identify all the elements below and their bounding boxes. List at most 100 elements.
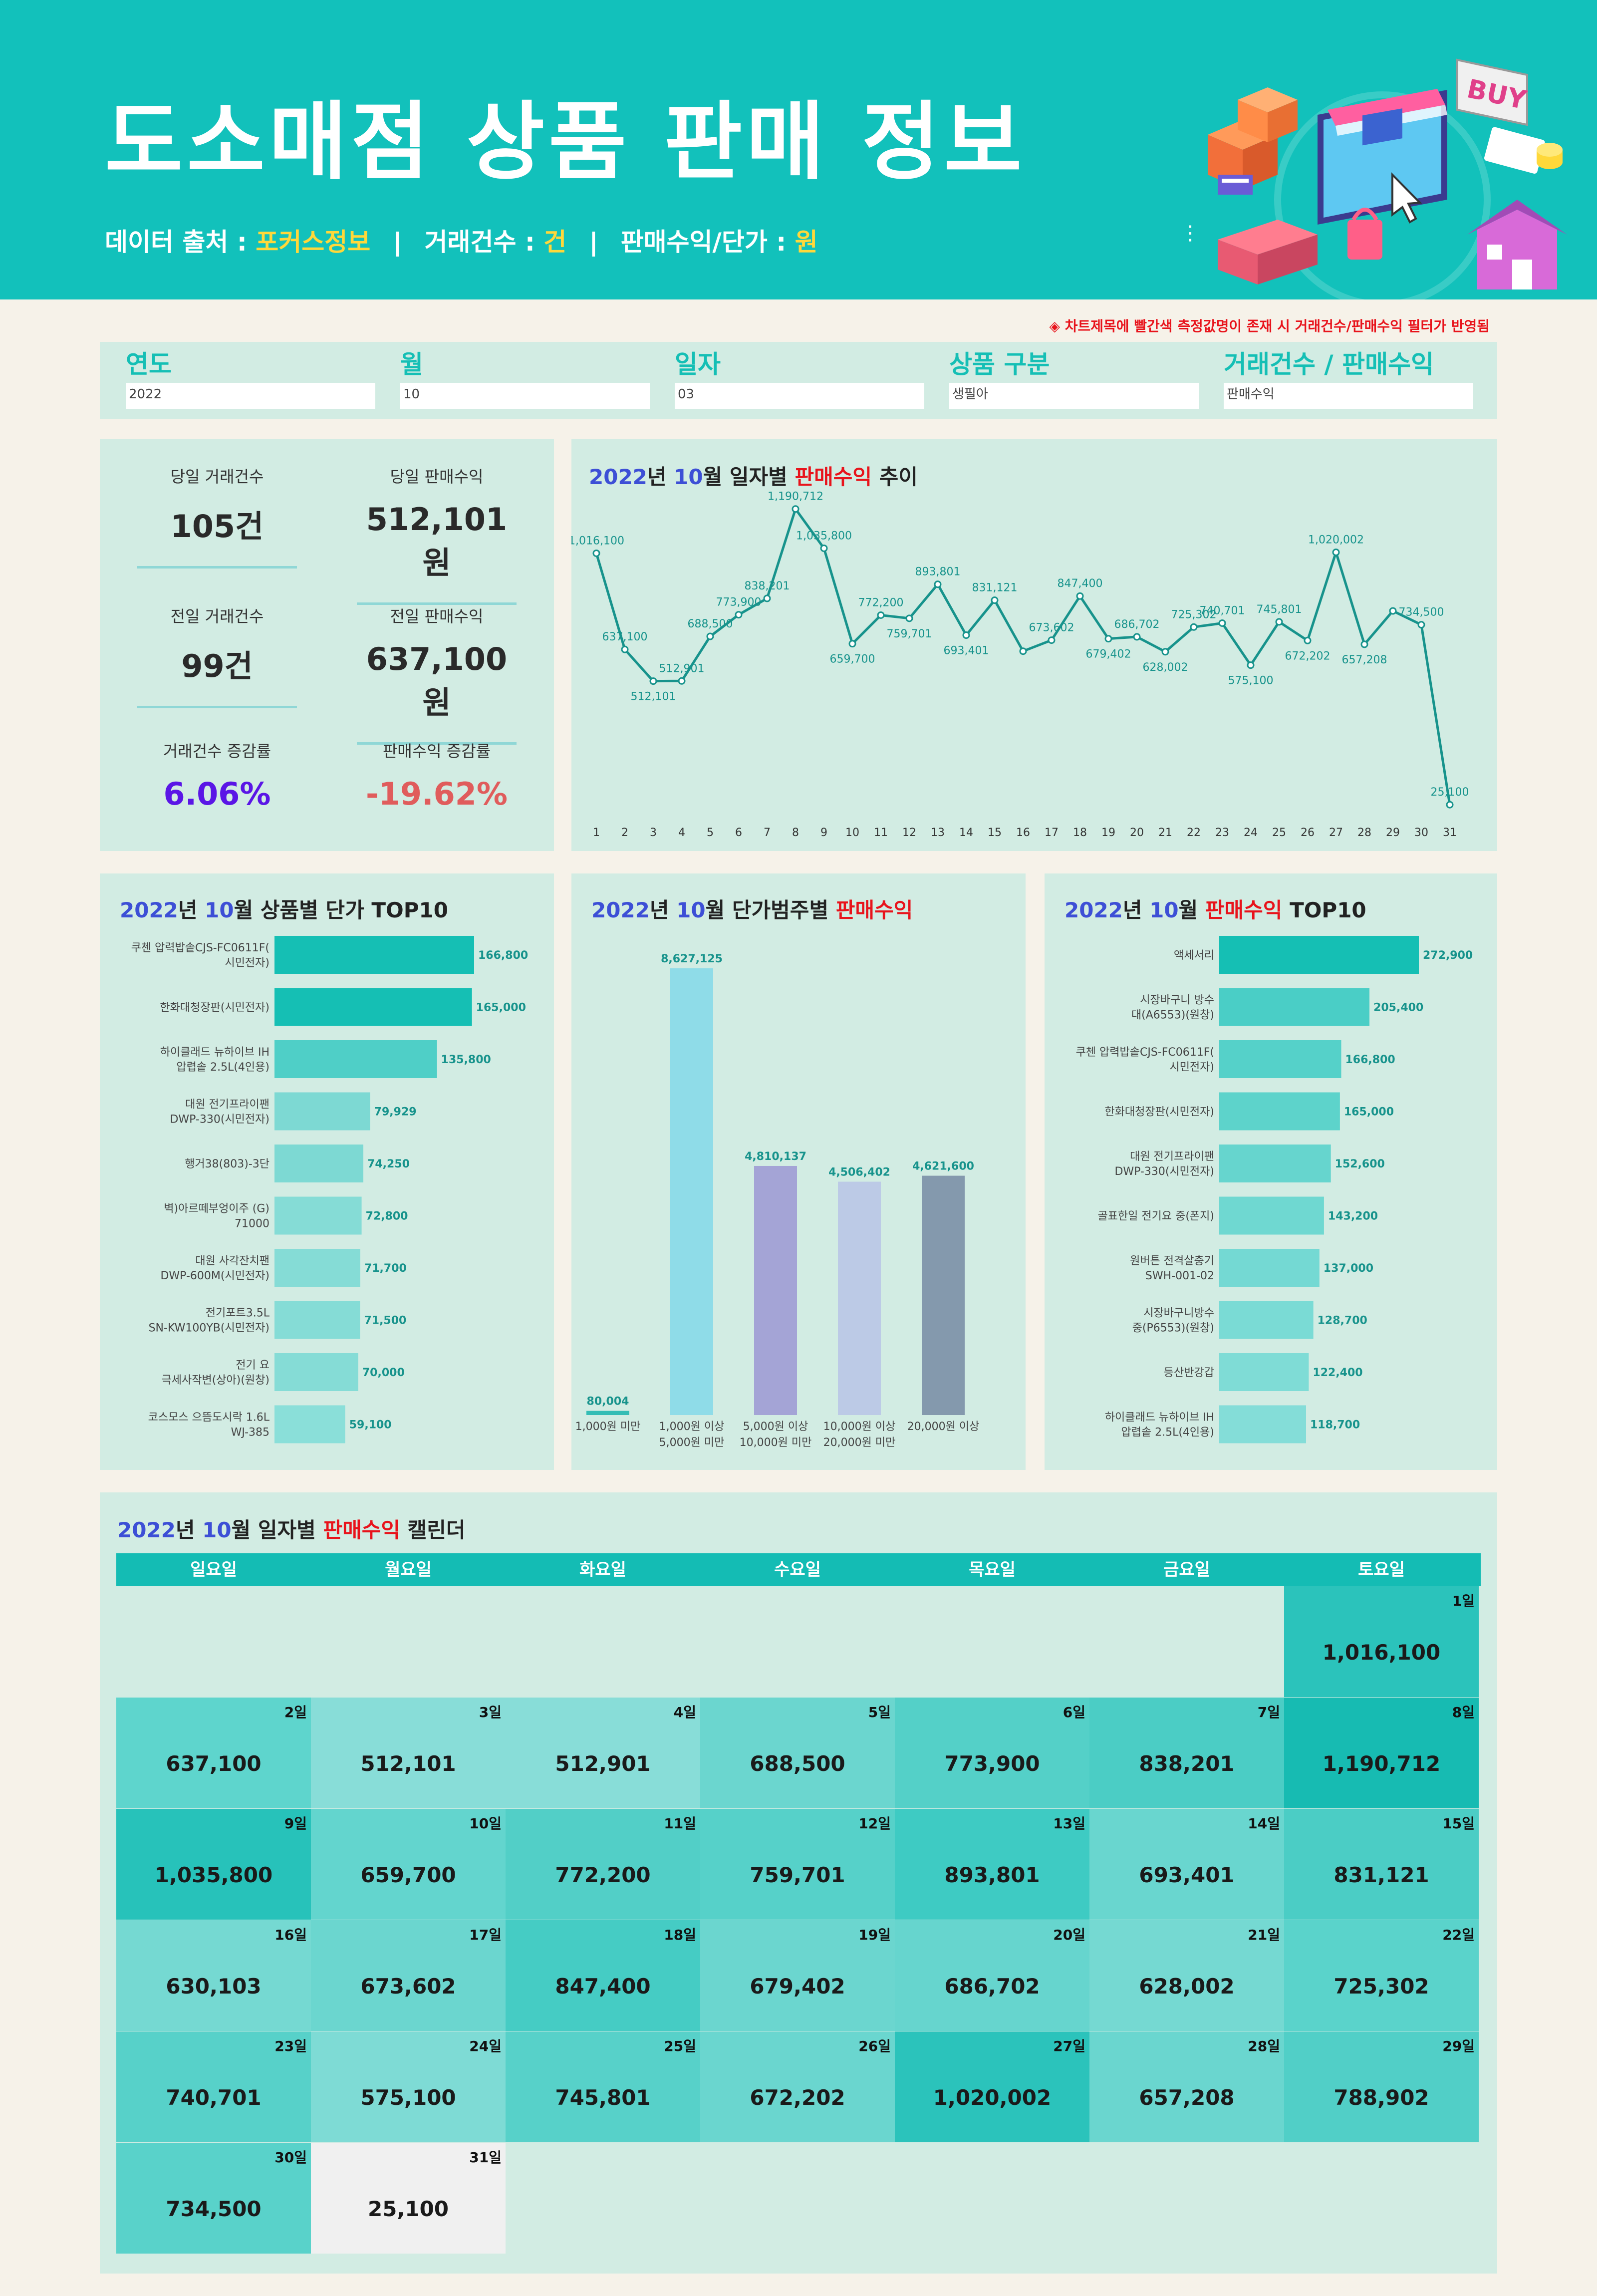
calendar-day-amount: 672,202 xyxy=(750,2085,845,2110)
data-label: 773,900 xyxy=(716,596,762,609)
calendar-day-amount: 575,100 xyxy=(360,2085,456,2110)
calendar-day-cell[interactable]: 21일 628,002 xyxy=(1089,1920,1284,2031)
calendar-day-cell[interactable]: 7일 838,201 xyxy=(1089,1698,1284,1808)
calendar-day-amount: 686,702 xyxy=(944,1974,1040,1999)
bar xyxy=(586,1411,629,1415)
calendar-day-cell[interactable]: 17일 673,602 xyxy=(311,1920,506,2031)
bar xyxy=(1219,1249,1320,1287)
calendar-day-cell[interactable]: 15일 831,121 xyxy=(1284,1809,1479,1920)
calendar-day-cell[interactable]: 25일 745,801 xyxy=(506,2031,700,2142)
data-point xyxy=(962,631,970,639)
filter-notice: ◈ 차트제목에 빨간색 측정값명이 존재 시 거래건수/판매수익 필터가 반영됨 xyxy=(1049,318,1490,334)
data-point xyxy=(820,544,828,552)
calendar-day-amount: 838,201 xyxy=(1139,1751,1235,1776)
calendar-day-cell[interactable]: 5일 688,500 xyxy=(700,1698,895,1808)
calendar-day-cell[interactable]: 4일 512,901 xyxy=(506,1698,700,1808)
page-title: 도소매점 상품 판매 정보 xyxy=(105,93,1026,192)
kpi-prev-revenue: 전일 판매수익 637,100원 xyxy=(354,604,519,745)
bar-value-label: 79,929 xyxy=(374,1106,417,1119)
x-tick-label: 5 xyxy=(707,827,714,839)
category-label: 벽)아르떼부엉이주 (G) xyxy=(164,1203,269,1215)
title-month: 10 xyxy=(1149,898,1179,922)
calendar-day-cell[interactable]: 19일 679,402 xyxy=(700,1920,895,2031)
calendar-day-cell[interactable]: 18일 847,400 xyxy=(506,1920,700,2031)
calendar-day-amount: 1,035,800 xyxy=(154,1863,273,1887)
calendar-day-cell[interactable]: 29일 788,902 xyxy=(1284,2031,1479,2142)
calendar-day-cell[interactable]: 23일 740,701 xyxy=(116,2031,311,2142)
data-point xyxy=(1048,636,1056,644)
title-month: 10 xyxy=(202,1518,232,1542)
calendar-day-cell[interactable]: 20일 686,702 xyxy=(895,1920,1089,2031)
calendar-day-amount: 745,801 xyxy=(555,2085,651,2110)
calendar-day-cell[interactable]: 10일 659,700 xyxy=(311,1809,506,1920)
category-select[interactable]: 생필아 xyxy=(949,383,1199,409)
data-point xyxy=(678,677,686,685)
calendar-day-cell[interactable]: 27일 1,020,002 xyxy=(895,2031,1089,2142)
calendar-day-cell[interactable]: 11일 772,200 xyxy=(506,1809,700,1920)
calendar-day-cell[interactable]: 22일 725,302 xyxy=(1284,1920,1479,2031)
kpi-label: 거래건수 증감률 xyxy=(163,742,271,761)
title-text: 년 xyxy=(649,898,677,922)
calendar-day-number: 2일 xyxy=(284,1704,307,1721)
revenue-top10-panel: 2022년 10월 판매수익 TOP10 272,900 액세서리 205,400 시… xyxy=(1045,873,1497,1470)
calendar-day-cell[interactable]: 9일 1,035,800 xyxy=(116,1809,311,1920)
calendar-day-cell[interactable]: 28일 657,208 xyxy=(1089,2031,1284,2142)
data-point xyxy=(1133,633,1141,641)
category-label: 71000 xyxy=(235,1218,269,1230)
price-range-panel: 2022년 10월 단가범주별 판매수익 80,004 1,000원 미만 8,62… xyxy=(571,873,1026,1470)
year-select[interactable]: 2022 xyxy=(126,383,375,409)
title-month: 10 xyxy=(676,898,706,922)
x-tick-label: 12 xyxy=(902,827,916,839)
calendar-day-cell[interactable]: 30일 734,500 xyxy=(116,2143,311,2254)
category-label: 대원 전기프라이팬 xyxy=(185,1099,269,1111)
calendar-day-cell[interactable]: 16일 630,103 xyxy=(116,1920,311,2031)
calendar-day-cell[interactable]: 6일 773,900 xyxy=(895,1698,1089,1808)
title-text: 추이 xyxy=(872,465,918,489)
category-label: 20,000원 미만 xyxy=(823,1436,896,1449)
data-point xyxy=(1218,619,1226,627)
title-year: 2022 xyxy=(589,465,647,489)
calendar-day-cell[interactable]: 2일 637,100 xyxy=(116,1698,311,1808)
calendar-day-cell[interactable]: 8일 1,190,712 xyxy=(1284,1698,1479,1808)
title-measure: 판매수익 xyxy=(323,1518,400,1542)
x-tick-label: 3 xyxy=(650,827,657,839)
data-point xyxy=(1304,636,1312,644)
bar xyxy=(1219,1145,1331,1182)
bar-value-label: 143,200 xyxy=(1328,1210,1378,1223)
title-text: 년 xyxy=(647,465,674,489)
bar-value-label: 135,800 xyxy=(441,1054,491,1066)
calendar-day-cell[interactable]: 24일 575,100 xyxy=(311,2031,506,2142)
bar xyxy=(274,1040,437,1078)
calendar-day-cell[interactable]: 12일 759,701 xyxy=(700,1809,895,1920)
calendar-day-cell[interactable]: 31일 25,100 xyxy=(311,2143,506,2254)
data-label: 688,500 xyxy=(688,618,733,630)
calendar-day-cell[interactable]: 13일 893,801 xyxy=(895,1809,1089,1920)
title-text: 년 xyxy=(178,898,205,922)
measure-select[interactable]: 판매수익 xyxy=(1224,383,1473,409)
filter-label: 연도 xyxy=(126,350,172,379)
day-select[interactable]: 03 xyxy=(675,383,924,409)
month-select[interactable]: 10 xyxy=(400,383,650,409)
category-label: 시장바구니 방수 xyxy=(1140,994,1214,1007)
bar xyxy=(274,988,472,1026)
header-subline: 데이터 출처 : 포커스정보 | 거래건수 : 건 | 판매수익/단가 : 원 xyxy=(105,222,818,258)
bar-value-label: 8,627,125 xyxy=(661,953,723,965)
data-point xyxy=(1446,801,1454,809)
calendar-day-cell[interactable]: 3일 512,101 xyxy=(311,1698,506,1808)
category-label: 전기 요 xyxy=(236,1359,269,1372)
title-text: 월 xyxy=(705,898,732,922)
category-label: 대원 전기프라이팬 xyxy=(1130,1150,1214,1163)
category-label: WJ-385 xyxy=(231,1427,269,1439)
calendar-day-cell[interactable]: 1일 1,016,100 xyxy=(1284,1586,1479,1697)
line-chart-panel: 2022년 10월 일자별 판매수익 추이 1,016,100 1 637,100 2… xyxy=(571,439,1497,851)
x-tick-label: 30 xyxy=(1414,827,1428,839)
weekday-wed: 수요일 xyxy=(774,1560,821,1580)
kpi-divider xyxy=(357,602,517,605)
calendar-day-cell[interactable]: 14일 693,401 xyxy=(1089,1809,1284,1920)
calendar-day-amount: 740,701 xyxy=(166,2085,262,2110)
data-label: 673,602 xyxy=(1029,622,1074,634)
bar xyxy=(1219,1040,1341,1078)
calendar-day-amount: 512,101 xyxy=(360,1751,456,1776)
calendar-day-cell[interactable]: 26일 672,202 xyxy=(700,2031,895,2142)
category-label: 1,000원 미만 xyxy=(575,1421,641,1433)
